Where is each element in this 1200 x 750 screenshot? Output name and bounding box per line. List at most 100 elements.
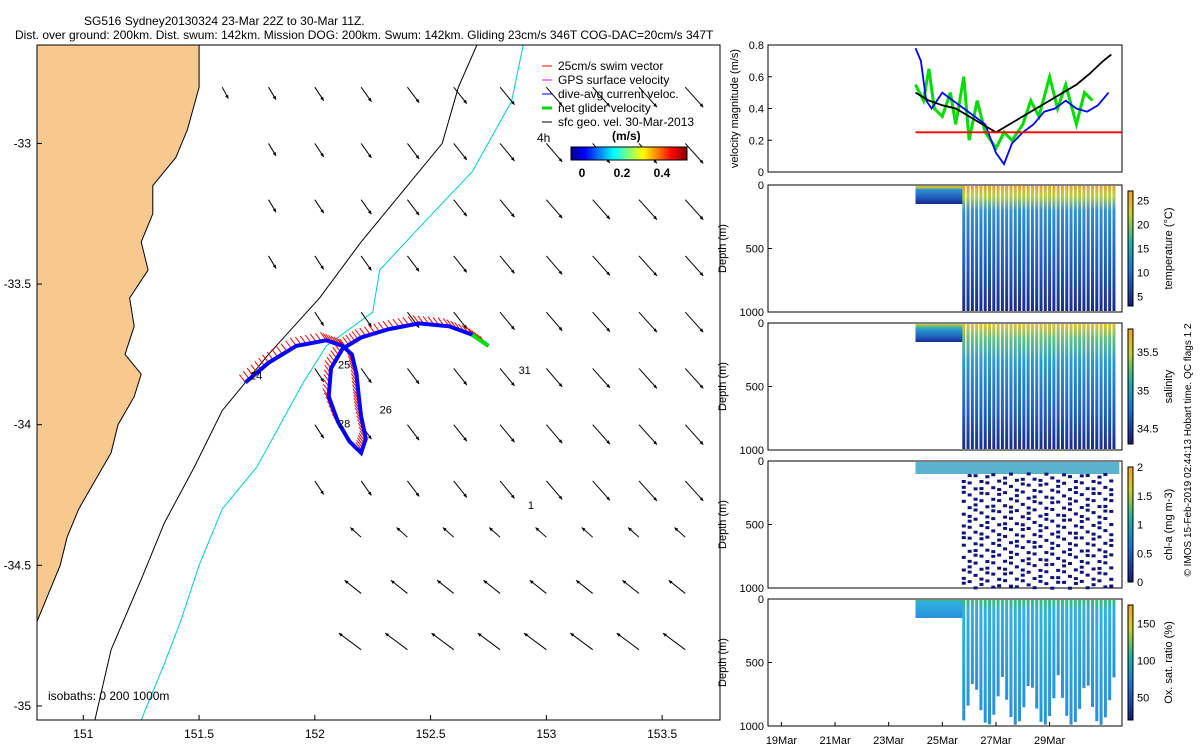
geo-arrow-head <box>463 99 467 104</box>
profile-column <box>1043 600 1047 725</box>
geo-arrow-head <box>699 159 704 164</box>
date-tick-label: 29Mar <box>1034 735 1066 747</box>
chl-profile-dot <box>1079 519 1084 523</box>
chl-profile-dot <box>979 543 984 547</box>
profile-column <box>1022 186 1026 311</box>
chl-profile-dot <box>985 520 990 524</box>
geo-arrow <box>499 368 515 387</box>
colorbar-label: chl-a (mg m-3) <box>1163 489 1175 561</box>
chl-profile-dot <box>991 585 996 589</box>
chl-profile-dot <box>961 543 966 547</box>
chl-profile-dot <box>1067 562 1072 566</box>
profile-column <box>1095 600 1099 722</box>
profile-column <box>1078 186 1082 311</box>
chl-profile-dot <box>1079 506 1084 510</box>
chl-profile-dot <box>1085 549 1090 553</box>
chl-profile-dot <box>961 536 966 540</box>
colorbar-tick-label: 0.5 <box>1137 548 1152 560</box>
chl-profile-dot <box>979 582 984 586</box>
geo-arrow <box>662 632 686 651</box>
geo-arrow <box>499 199 515 218</box>
chl-profile-dot <box>985 526 990 530</box>
chl-profile-dot <box>1038 534 1043 538</box>
geo-arrow-head <box>320 153 324 157</box>
chl-profile-dot <box>1026 472 1031 476</box>
chl-profile-dot <box>1003 476 1008 480</box>
chl-profile-dot <box>979 532 984 536</box>
chl-profile-dot <box>961 555 966 559</box>
chl-profile-dot <box>991 561 996 565</box>
depth-tick-label: 500 <box>746 244 764 256</box>
geo-arrow-head <box>415 155 420 159</box>
profile-column <box>1099 600 1103 725</box>
profile-column <box>996 600 1000 697</box>
geo-arrow-head <box>699 440 704 445</box>
chl-profile-dot <box>991 517 996 521</box>
chl-profile-dot <box>1067 531 1072 535</box>
geo-arrow-head <box>581 527 586 532</box>
chl-profile-dot <box>1050 546 1055 550</box>
profile-column <box>966 186 970 311</box>
chl-profile-dot <box>1062 506 1067 510</box>
chl-profile-dot <box>1038 529 1043 533</box>
map-ytick-label: -34.5 <box>4 558 32 572</box>
chl-profile-dot <box>1085 542 1090 546</box>
profile-column <box>992 600 996 715</box>
geo-arrow-head <box>606 327 610 332</box>
geo-arrow <box>592 199 611 220</box>
chl-profile-dot <box>1056 576 1061 580</box>
chl-profile-dot <box>1062 473 1067 477</box>
profile-column <box>970 186 974 311</box>
profile-column <box>979 600 983 711</box>
chl-profile-dot <box>1056 544 1061 548</box>
chl-profile-dot <box>1038 579 1043 583</box>
map-xtick-label: 151 <box>73 727 93 741</box>
profile-column <box>1091 324 1094 449</box>
chl-profile-dot <box>967 570 972 574</box>
geo-arrow <box>638 255 658 277</box>
surface-band <box>915 324 964 342</box>
geo-arrow-head <box>535 527 540 532</box>
chl-profile-dot <box>1003 515 1008 519</box>
profile-column <box>962 600 966 721</box>
geo-arrow <box>545 424 563 444</box>
colorbar <box>1127 190 1134 307</box>
geo-arrow-head <box>431 633 436 637</box>
chl-profile-dot <box>991 473 996 477</box>
geo-arrow-head <box>606 215 610 220</box>
chl-profile-dot <box>1038 568 1043 572</box>
profile-column <box>1026 186 1030 311</box>
chl-profile-dot <box>1020 490 1025 494</box>
depth-label: Depth (m) <box>717 638 729 687</box>
chl-profile-dot <box>1097 505 1102 509</box>
profile-column <box>1000 600 1004 677</box>
profile-column <box>988 186 992 311</box>
chl-profile-dot <box>1079 493 1084 497</box>
profile-column <box>1039 600 1043 722</box>
chl-profile-dot <box>1044 538 1049 542</box>
chl-profile-dot <box>967 506 972 510</box>
chl-profile-dot <box>973 553 978 557</box>
chl-profile-dot <box>1097 579 1102 583</box>
geo-arrow-head <box>483 580 488 584</box>
panel-frame <box>767 460 1123 589</box>
map-ytick-label: -35 <box>14 699 32 713</box>
chl-profile-dot <box>1079 481 1084 485</box>
profile-column <box>1103 600 1107 718</box>
depth-tick-label: 0 <box>758 318 764 330</box>
chl-profile-dot <box>967 525 972 529</box>
colorbar-tick-label: 35 <box>1137 385 1149 397</box>
depth-tick-label: 1000 <box>740 583 764 595</box>
chl-profile-dot <box>1003 481 1008 485</box>
chl-profile-dot <box>1050 576 1055 580</box>
chl-profile-dot <box>1109 509 1114 513</box>
chl-profile-dot <box>1097 566 1102 570</box>
chl-profile-dot <box>991 504 996 508</box>
geo-arrow <box>545 86 563 107</box>
geo-arrow-head <box>653 328 657 333</box>
geo-arrow-head <box>320 434 324 439</box>
chl-profile-dot <box>1056 490 1061 494</box>
chl-profile-dot <box>1067 518 1072 522</box>
chl-profile-dot <box>985 535 990 539</box>
